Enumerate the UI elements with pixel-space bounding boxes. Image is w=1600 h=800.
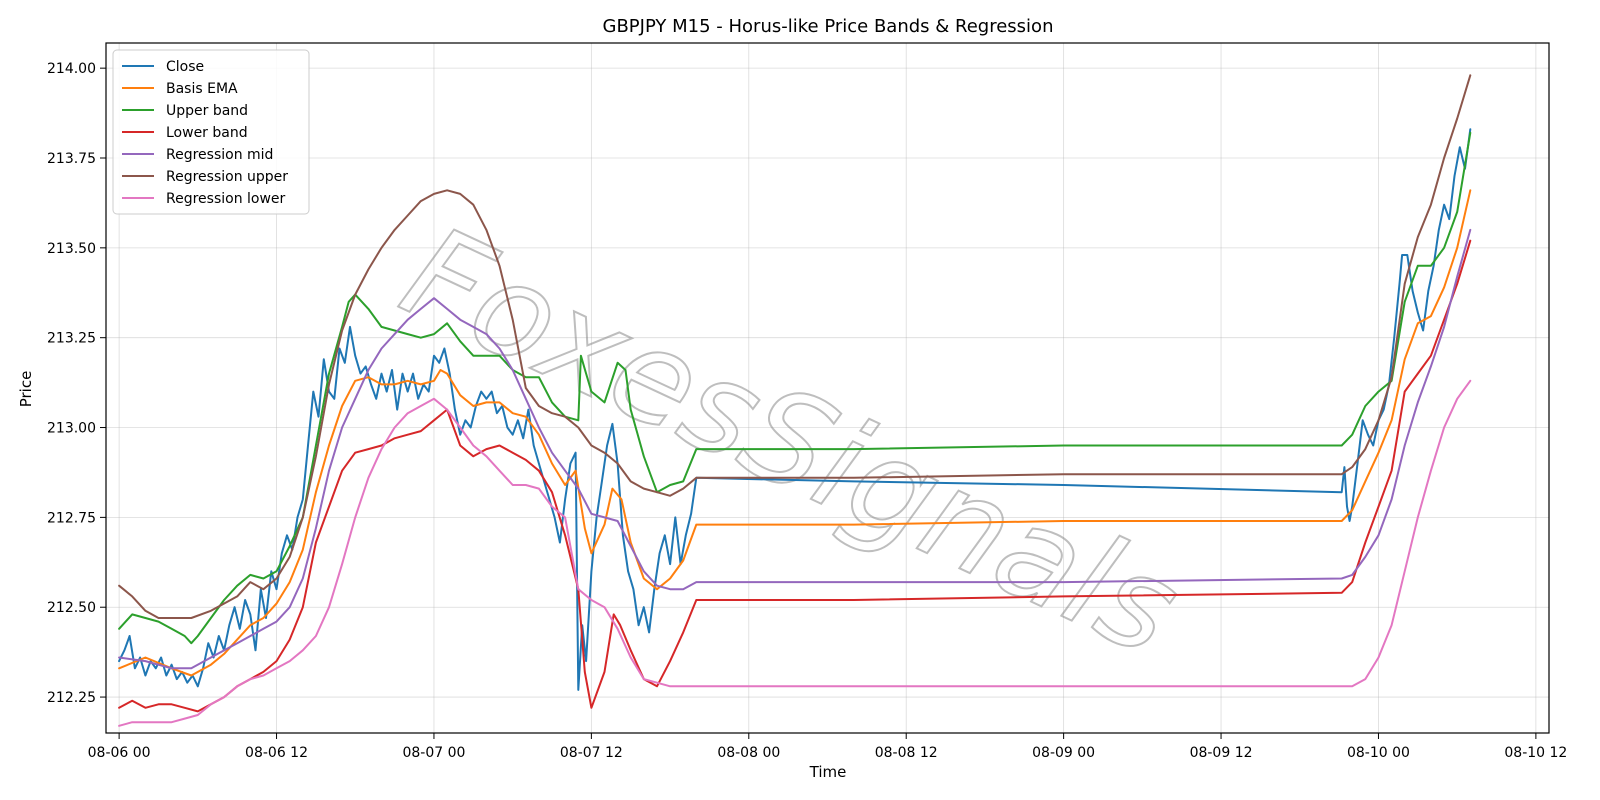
x-axis-label: Time — [809, 763, 847, 781]
legend-label-regression-upper: Regression upper — [166, 169, 288, 185]
legend-label-basis-ema: Basis EMA — [166, 81, 238, 97]
legend-label-regression-lower: Regression lower — [166, 191, 286, 207]
x-tick-label: 08-08 00 — [717, 745, 780, 761]
y-tick-label: 212.75 — [47, 510, 96, 526]
x-tick-label: 08-09 12 — [1190, 745, 1253, 761]
x-tick-label: 08-10 00 — [1347, 745, 1410, 761]
legend-label-close: Close — [166, 59, 204, 75]
y-axis-label: Price — [17, 371, 35, 408]
y-tick-label: 213.00 — [47, 421, 96, 437]
grid — [106, 43, 1549, 733]
y-tick-label: 214.00 — [47, 61, 96, 77]
y-tick-label: 212.50 — [47, 600, 96, 616]
x-tick-label: 08-06 00 — [88, 745, 151, 761]
series-line-close — [118, 128, 1472, 691]
y-tick-label: 213.75 — [47, 151, 96, 167]
series-line-regression-upper — [118, 74, 1472, 619]
plot-frame — [105, 42, 1550, 734]
y-tick-label: 212.25 — [47, 690, 96, 706]
legend-label-upper-band: Upper band — [166, 103, 248, 119]
series-line-regression-lower — [118, 379, 1472, 727]
series-line-upper-band — [118, 131, 1472, 645]
legend-label-regression-mid: Regression mid — [166, 147, 273, 163]
x-tick-label: 08-07 12 — [560, 745, 623, 761]
legend-box — [112, 49, 310, 215]
y-ticks: 212.25 212.50 212.75 213.00 213.25 213.50 213.… — [47, 61, 106, 706]
x-tick-label: 08-08 12 — [875, 745, 938, 761]
legend: Close Basis EMA Upper band Lower band Regres… — [112, 49, 310, 215]
series-group — [118, 74, 1472, 727]
x-tick-label: 08-09 00 — [1032, 745, 1095, 761]
x-tick-label: 08-06 12 — [245, 745, 308, 761]
legend-label-lower-band: Lower band — [166, 125, 248, 141]
series-line-basis-ema — [118, 189, 1472, 677]
x-tick-label: 08-10 12 — [1504, 745, 1567, 761]
x-tick-label: 08-07 00 — [402, 745, 465, 761]
y-tick-label: 213.25 — [47, 331, 96, 347]
y-tick-label: 213.50 — [47, 241, 96, 257]
series-line-regression-mid — [118, 228, 1472, 670]
x-ticks: 08-06 00 08-06 12 08-07 00 08-07 12 08-08 00… — [88, 733, 1567, 761]
chart-title: GBPJPY M15 - Horus-like Price Bands & Re… — [603, 16, 1054, 37]
